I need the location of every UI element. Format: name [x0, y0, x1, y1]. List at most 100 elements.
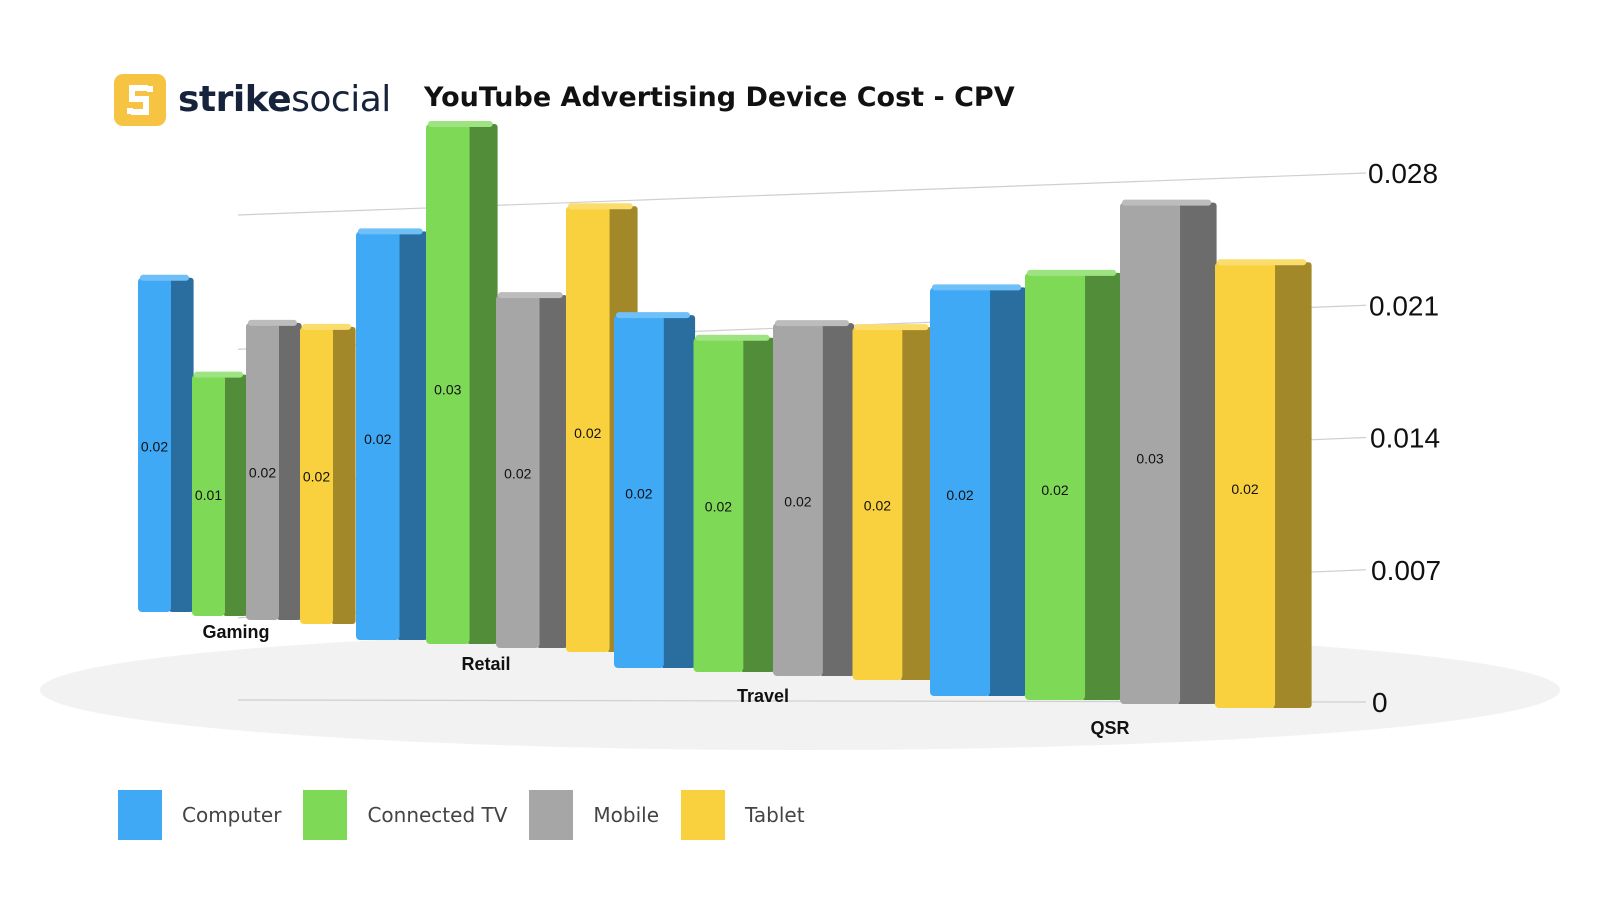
- legend-swatch: [681, 790, 725, 840]
- bar-data-label: 0.02: [303, 468, 330, 484]
- bar-data-label: 0.02: [1041, 482, 1068, 498]
- x-category-label: QSR: [1090, 718, 1129, 738]
- bar-data-label: 0.02: [249, 464, 276, 480]
- bar-top: [932, 284, 1022, 291]
- x-category-label: Gaming: [202, 622, 269, 642]
- bar-top: [302, 323, 351, 330]
- legend-label: Computer: [182, 803, 282, 827]
- bar: 0.02: [693, 334, 775, 672]
- legend-label: Tablet: [745, 803, 805, 827]
- bar-front: [300, 326, 333, 624]
- bar-data-label: 0.02: [864, 498, 891, 514]
- y-tick-label: 0.007: [1371, 555, 1441, 586]
- bar-side: [277, 322, 302, 620]
- bar-front: [852, 327, 903, 680]
- bar-data-label: 0.02: [946, 487, 973, 503]
- bar-data-label: 0.02: [784, 494, 811, 510]
- legend-item: Connected TV: [303, 790, 507, 840]
- bar-data-label: 0.02: [1231, 481, 1258, 497]
- bar: 0.02: [496, 292, 568, 648]
- bar-top: [854, 324, 929, 331]
- legend-item: Computer: [118, 790, 281, 840]
- bar-side: [1271, 262, 1312, 708]
- bar-top: [358, 228, 423, 235]
- legend-swatch: [529, 790, 574, 840]
- bar-top: [428, 121, 493, 127]
- bar-front: [693, 337, 744, 672]
- y-tick-label: 0.021: [1369, 290, 1439, 321]
- bar-front: [1120, 202, 1181, 705]
- bar-data-label: 0.02: [364, 431, 391, 447]
- brand-header: strikesocial: [114, 72, 391, 128]
- bar-front: [138, 277, 171, 612]
- bar-data-label: 0.01: [195, 487, 222, 503]
- bar: 0.02: [300, 323, 356, 624]
- chart-title: YouTube Advertising Device Cost - CPV: [424, 82, 1015, 113]
- bar-data-label: 0.02: [625, 486, 652, 502]
- bar-front: [773, 323, 823, 676]
- bar-data-label: 0.03: [434, 381, 461, 397]
- y-tick-label: 0: [1372, 687, 1388, 718]
- bar: 0.02: [1215, 259, 1312, 708]
- bar-side: [396, 231, 428, 640]
- bar: 0.02: [1025, 269, 1122, 700]
- bar-top: [194, 371, 243, 378]
- brand-name-bold: strike: [178, 79, 292, 120]
- bar: 0.01: [192, 371, 248, 616]
- bar-front: [246, 322, 279, 620]
- y-tick-label: 0.028: [1368, 158, 1438, 189]
- bar-front: [496, 295, 540, 648]
- bar-side: [899, 327, 934, 680]
- y-tick-label: 0.014: [1370, 423, 1440, 454]
- bar-side: [536, 295, 568, 648]
- bar-front: [930, 287, 991, 696]
- bar-top: [616, 312, 690, 319]
- bar-top: [248, 319, 297, 326]
- bar-side: [223, 374, 248, 616]
- chart-legend: Computer Connected TV Mobile Tablet: [118, 790, 827, 840]
- legend-swatch: [118, 790, 162, 840]
- bar-front: [1215, 262, 1276, 708]
- legend-item: Mobile: [529, 790, 659, 840]
- bar-side: [331, 326, 356, 624]
- legend-item: Tablet: [681, 790, 805, 840]
- bar-top: [140, 274, 189, 281]
- bar-data-label: 0.02: [141, 439, 168, 455]
- bar-side: [819, 323, 855, 676]
- bar: 0.02: [356, 228, 428, 640]
- bar: 0.02: [852, 324, 934, 680]
- legend-label: Connected TV: [367, 803, 508, 827]
- brand-wordmark: strikesocial: [178, 74, 391, 126]
- bar-side: [466, 124, 498, 644]
- bar: 0.02: [138, 274, 194, 612]
- bar-front: [356, 231, 400, 640]
- bar-data-label: 0.02: [504, 466, 531, 482]
- bar-top: [695, 334, 770, 341]
- bar: 0.03: [426, 121, 498, 644]
- bar-front: [614, 315, 664, 668]
- bar-front: [566, 206, 610, 653]
- bar-side: [169, 277, 194, 612]
- bar: 0.02: [614, 312, 696, 668]
- bar-top: [568, 203, 633, 210]
- bar-side: [986, 287, 1027, 696]
- bar: 0.02: [246, 319, 302, 620]
- bar-top: [1217, 259, 1307, 266]
- bar-front: [1025, 272, 1086, 700]
- bar: 0.02: [930, 284, 1027, 696]
- bar-side: [1081, 272, 1122, 700]
- legend-label: Mobile: [593, 803, 659, 827]
- x-category-label: Travel: [737, 686, 789, 706]
- bar-side: [660, 315, 696, 668]
- brand-name-light: social: [291, 79, 391, 120]
- bar-data-label: 0.03: [1136, 450, 1163, 466]
- bar-data-label: 0.02: [705, 499, 732, 515]
- strike-s-logo-icon: [114, 74, 166, 126]
- bar: 0.02: [773, 320, 855, 676]
- bar-side: [1176, 202, 1217, 705]
- bar-top: [498, 292, 563, 299]
- x-category-label: Retail: [461, 654, 510, 674]
- bar-front: [192, 374, 225, 616]
- bar: 0.03: [1120, 199, 1217, 705]
